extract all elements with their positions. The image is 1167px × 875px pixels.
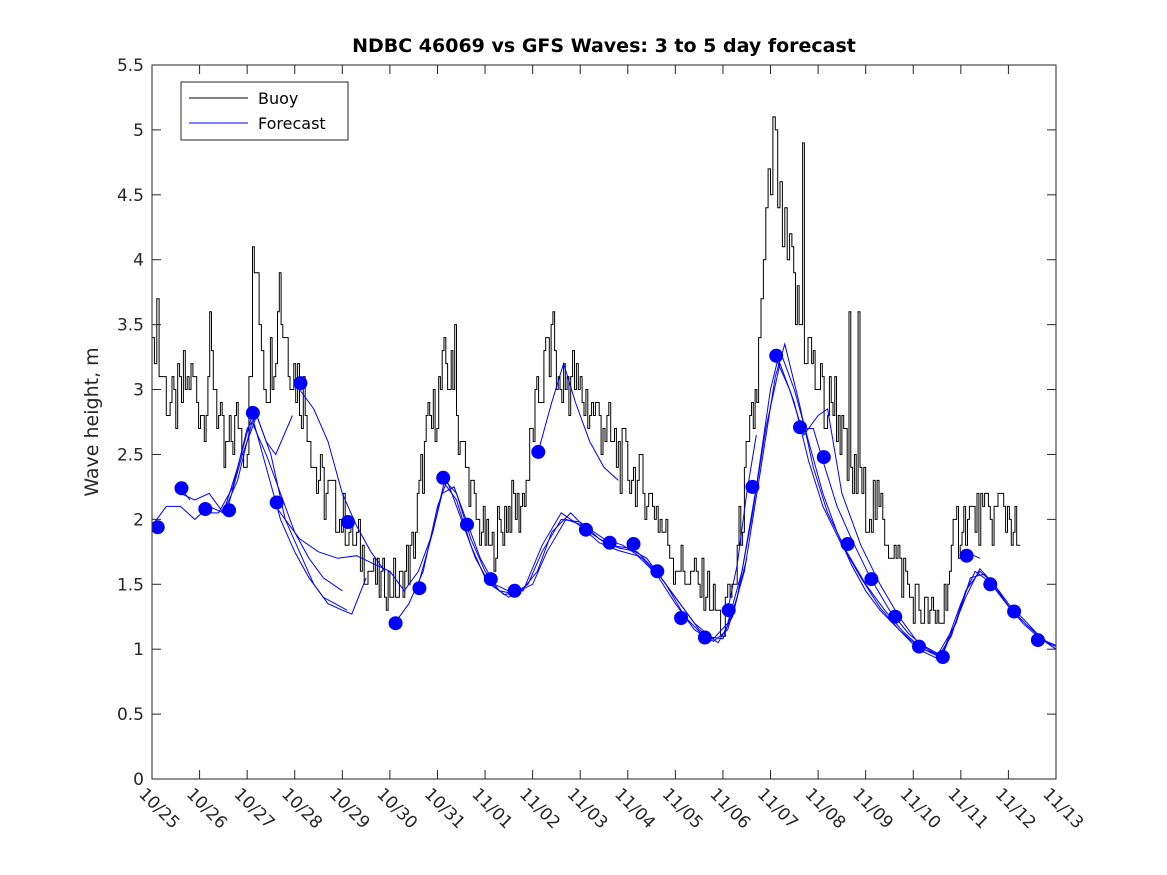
forecast-marker <box>1007 604 1022 619</box>
forecast-marker <box>840 537 855 551</box>
buoy-series-line <box>152 116 1021 637</box>
forecast-marker <box>198 502 213 516</box>
forecast-marker <box>697 630 712 645</box>
forecast-marker <box>721 603 736 618</box>
forecast-marker <box>745 479 760 494</box>
forecast-marker <box>983 577 998 592</box>
y-tick-label: 4 <box>133 251 144 271</box>
forecast-marker <box>483 572 498 587</box>
forecast-marker <box>959 548 974 563</box>
y-tick-label: 3 <box>133 381 144 401</box>
forecast-marker <box>626 537 641 551</box>
forecast-series-line <box>180 413 348 611</box>
forecast-series-line <box>774 356 943 657</box>
forecast-marker <box>935 650 950 664</box>
forecast-marker <box>1030 633 1045 648</box>
y-tick-label: 5 <box>133 121 144 141</box>
y-axis-label: Wave height, m <box>81 347 103 496</box>
chart-title: NDBC 46069 vs GFS Waves: 3 to 5 day fore… <box>352 35 856 57</box>
y-axis: 0 0.5 1 1.5 2 2.5 3 3.5 4 4.5 5 5.5 <box>117 56 1056 790</box>
legend: Buoy Forecast <box>180 81 349 141</box>
forecast-series-line <box>441 342 1056 657</box>
y-tick-label: 5.5 <box>117 56 144 76</box>
forecast-marker <box>388 616 403 631</box>
y-tick-label: 0.5 <box>117 705 144 725</box>
forecast-marker <box>341 515 355 529</box>
forecast-series-line <box>152 420 343 592</box>
forecast-series-line <box>227 414 293 507</box>
forecast-marker <box>793 420 807 435</box>
plot-area-frame <box>151 64 1057 780</box>
series-layer <box>152 116 1056 664</box>
y-tick-label: 3.5 <box>117 316 144 336</box>
y-tick-label: 1 <box>133 640 144 660</box>
forecast-marker <box>816 450 831 465</box>
forecast-series-line <box>727 434 757 611</box>
legend-buoy-label: Buoy <box>258 89 298 108</box>
y-tick-label: 0 <box>133 770 144 790</box>
forecast-series-line <box>299 389 386 572</box>
forecast-marker <box>269 495 284 510</box>
y-tick-label: 4.5 <box>117 186 144 206</box>
legend-forecast-label: Forecast <box>258 114 326 133</box>
forecast-marker <box>864 572 879 587</box>
forecast-marker <box>174 481 189 496</box>
forecast-marker <box>222 503 237 518</box>
legend-box <box>180 81 349 141</box>
forecast-marker <box>507 583 522 598</box>
y-tick-label: 1.5 <box>117 575 144 595</box>
forecast-marker <box>769 348 784 363</box>
forecast-marker <box>293 376 308 391</box>
forecast-marker <box>460 517 474 532</box>
forecast-marker <box>912 639 926 654</box>
forecast-marker <box>602 535 617 550</box>
forecast-marker <box>531 444 546 459</box>
y-tick-label: 2.5 <box>117 445 144 465</box>
forecast-marker <box>412 581 427 596</box>
forecast-marker <box>578 522 593 537</box>
forecast-marker <box>674 611 689 625</box>
forecast-marker <box>436 470 451 485</box>
forecast-marker <box>152 520 165 535</box>
forecast-marker <box>888 609 903 624</box>
forecast-series-line <box>536 361 619 481</box>
forecast-marker <box>245 405 260 420</box>
forecast-marker <box>650 564 665 579</box>
y-tick-label: 2 <box>133 510 144 530</box>
